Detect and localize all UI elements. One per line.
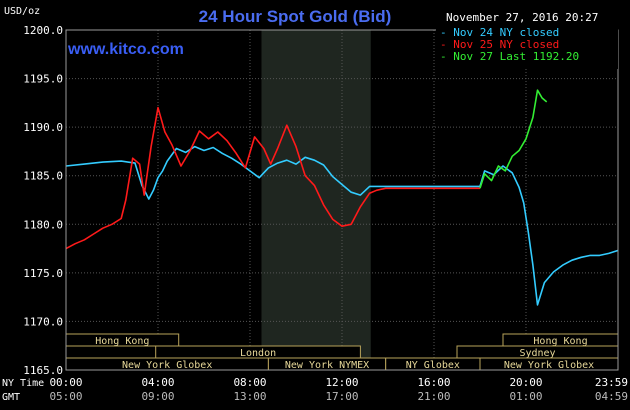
session-label: New York Globex [122,360,212,371]
x-tick-label: 01:00 [509,390,542,403]
x-tick-label: 23:59 [595,376,628,389]
plot-border [65,29,619,371]
x-axis-row-label: GMT [2,392,20,403]
session-label: Sydney [519,348,555,359]
session-label: New York NYMEX [285,360,369,371]
y-axis-label: USD/oz [4,6,40,17]
y-tick-label: 1180.0 [23,218,63,231]
x-tick-label: 05:00 [49,390,82,403]
x-tick-label: 13:00 [233,390,266,403]
session-label: New York Globex [504,360,594,371]
y-tick-label: 1165.0 [23,364,63,377]
x-tick-label: 20:00 [509,376,542,389]
x-tick-label: 16:00 [417,376,450,389]
legend-entry: - Nov 27 Last 1192.20 [440,50,579,63]
series-line-3 [479,89,548,189]
grid-lines [66,30,618,370]
nymex-shaded-region [261,30,371,370]
x-tick-label: 21:00 [417,390,450,403]
trading-sessions: Hong Kong London New York Globex New York N… [65,333,619,371]
y-tick-label: 1200.0 [23,24,63,37]
x-tick-label: 09:00 [141,390,174,403]
y-tick-label: 1185.0 [23,170,63,183]
x-tick-label: 17:00 [325,390,358,403]
x-tick-label: 00:00 [49,376,82,389]
series-line-2 [65,106,480,250]
legend-box [436,25,618,69]
legend-entry: - Nov 24 NY closed [440,26,559,39]
series-layer [65,89,619,306]
x-tick-label: 04:00 [141,376,174,389]
y-tick-label: 1175.0 [23,267,63,280]
watermark: www.kitco.com [67,41,184,58]
x-axis-tick-labels: NY Time 00:00 04:00 08:00 12:00 16:00 20:00 23:… [2,376,628,403]
timestamp: November 27, 2016 20:27 [446,11,598,24]
legend: - Nov 24 NY closed- Nov 25 NY closed- No… [436,25,618,69]
legend-entry: - Nov 25 NY closed [440,38,559,51]
chart-title: 24 Hour Spot Gold (Bid) [199,7,392,26]
y-tick-label: 1170.0 [23,315,63,328]
x-tick-label: 12:00 [325,376,358,389]
y-tick-label: 1190.0 [23,121,63,134]
x-tick-label: 04:59 [595,390,628,403]
session-label: Hong Kong [533,336,587,347]
session-label: Hong Kong [95,336,149,347]
x-tick-label: 08:00 [233,376,266,389]
y-axis-tick-labels: 1200.0 1195.0 1190.0 1185.0 1180.0 1175.0 1170… [23,24,63,377]
y-tick-label: 1195.0 [23,73,63,86]
session-label: NY Globex [406,360,460,371]
x-axis-row-label: NY Time [2,378,44,389]
session-label: London [240,348,276,359]
series-line-1 [65,145,619,306]
